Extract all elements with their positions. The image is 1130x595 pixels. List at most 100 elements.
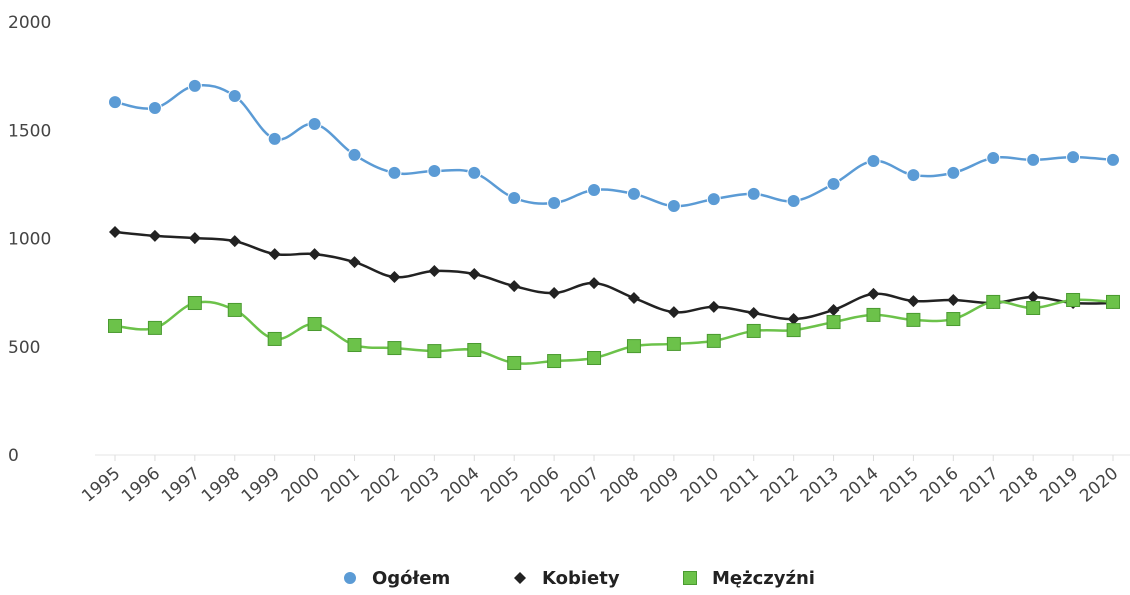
x-tick-label: 1995 bbox=[78, 464, 124, 507]
marker bbox=[986, 294, 1001, 309]
marker bbox=[514, 572, 526, 584]
x-tick-label: 2002 bbox=[358, 464, 404, 507]
series-line bbox=[114, 230, 1114, 321]
marker bbox=[746, 323, 761, 338]
marker bbox=[786, 323, 801, 338]
marker bbox=[867, 287, 880, 300]
marker bbox=[706, 333, 721, 348]
x-tick-label: 2019 bbox=[1036, 464, 1082, 507]
marker bbox=[1066, 292, 1081, 307]
marker bbox=[548, 287, 561, 300]
marker bbox=[946, 312, 961, 327]
marker bbox=[387, 341, 402, 356]
y-tick-label: 0 bbox=[8, 446, 19, 466]
y-tick-label: 500 bbox=[8, 338, 40, 358]
marker bbox=[986, 150, 1001, 165]
x-tick-label: 2014 bbox=[837, 464, 883, 507]
marker bbox=[268, 248, 281, 261]
marker bbox=[267, 331, 282, 346]
marker bbox=[1106, 152, 1120, 167]
marker bbox=[786, 194, 801, 209]
marker bbox=[147, 320, 162, 335]
marker bbox=[187, 296, 202, 311]
marker bbox=[547, 195, 562, 210]
marker bbox=[626, 186, 641, 201]
series-line bbox=[114, 83, 1114, 208]
y-tick-label: 2000 bbox=[8, 13, 51, 33]
x-tick-label: 2020 bbox=[1076, 464, 1122, 507]
marker bbox=[147, 100, 162, 115]
x-tick-label: 2011 bbox=[717, 464, 763, 507]
marker bbox=[467, 342, 482, 357]
x-tick-label: 1996 bbox=[118, 464, 164, 507]
x-tick-label: 2018 bbox=[996, 464, 1042, 507]
marker bbox=[307, 116, 322, 131]
marker bbox=[627, 292, 640, 305]
marker bbox=[388, 271, 401, 284]
marker bbox=[227, 89, 242, 104]
marker bbox=[427, 163, 442, 178]
marker bbox=[227, 302, 242, 317]
legend-label: Ogółem bbox=[372, 568, 450, 589]
marker bbox=[108, 318, 122, 333]
x-tick-label: 2009 bbox=[637, 464, 683, 507]
marker bbox=[907, 295, 920, 308]
marker bbox=[507, 191, 522, 206]
marker bbox=[1066, 150, 1081, 165]
marker bbox=[666, 336, 681, 351]
marker bbox=[666, 199, 681, 214]
x-tick-label: 1998 bbox=[198, 464, 244, 507]
marker bbox=[906, 312, 921, 327]
marker bbox=[866, 153, 881, 168]
x-tick-label: 2004 bbox=[437, 464, 483, 507]
marker bbox=[588, 277, 601, 290]
marker bbox=[1026, 152, 1041, 167]
x-tick-label: 2003 bbox=[398, 464, 444, 507]
marker bbox=[587, 183, 602, 198]
marker bbox=[707, 300, 720, 313]
marker bbox=[587, 351, 602, 366]
series-line bbox=[114, 298, 1114, 365]
marker bbox=[108, 95, 122, 110]
marker bbox=[307, 317, 322, 332]
x-tick-label: 2013 bbox=[797, 464, 843, 507]
y-tick-label: 1000 bbox=[8, 230, 51, 250]
marker bbox=[308, 248, 321, 261]
marker bbox=[347, 338, 362, 353]
marker bbox=[746, 186, 761, 201]
marker bbox=[1027, 290, 1040, 303]
marker bbox=[1106, 294, 1120, 309]
marker bbox=[827, 303, 840, 316]
marker bbox=[547, 354, 562, 369]
marker bbox=[946, 165, 961, 180]
legend-label: Kobiety bbox=[542, 568, 620, 589]
marker bbox=[387, 165, 402, 180]
marker bbox=[267, 131, 282, 146]
x-tick-label: 2001 bbox=[318, 464, 364, 507]
marker bbox=[467, 165, 482, 180]
x-tick-label: 2010 bbox=[677, 464, 723, 507]
marker bbox=[348, 256, 361, 269]
y-tick-label: 1500 bbox=[8, 121, 51, 141]
marker bbox=[683, 571, 697, 585]
marker bbox=[667, 306, 680, 319]
marker bbox=[347, 147, 362, 162]
legend-label: Mężczyźni bbox=[712, 568, 815, 589]
marker bbox=[706, 192, 721, 207]
x-tick-label: 2007 bbox=[557, 464, 603, 507]
marker bbox=[1026, 300, 1041, 315]
marker bbox=[507, 355, 522, 370]
x-tick-label: 1997 bbox=[158, 464, 204, 507]
x-tick-label: 2017 bbox=[956, 464, 1002, 507]
x-tick-label: 2008 bbox=[597, 464, 643, 507]
marker bbox=[428, 264, 441, 277]
marker bbox=[826, 315, 841, 330]
marker bbox=[906, 168, 921, 183]
marker bbox=[187, 78, 202, 93]
x-tick-label: 2015 bbox=[877, 464, 923, 507]
marker bbox=[747, 306, 760, 319]
x-tick-label: 2006 bbox=[517, 464, 563, 507]
marker bbox=[468, 268, 481, 281]
marker bbox=[188, 232, 201, 245]
